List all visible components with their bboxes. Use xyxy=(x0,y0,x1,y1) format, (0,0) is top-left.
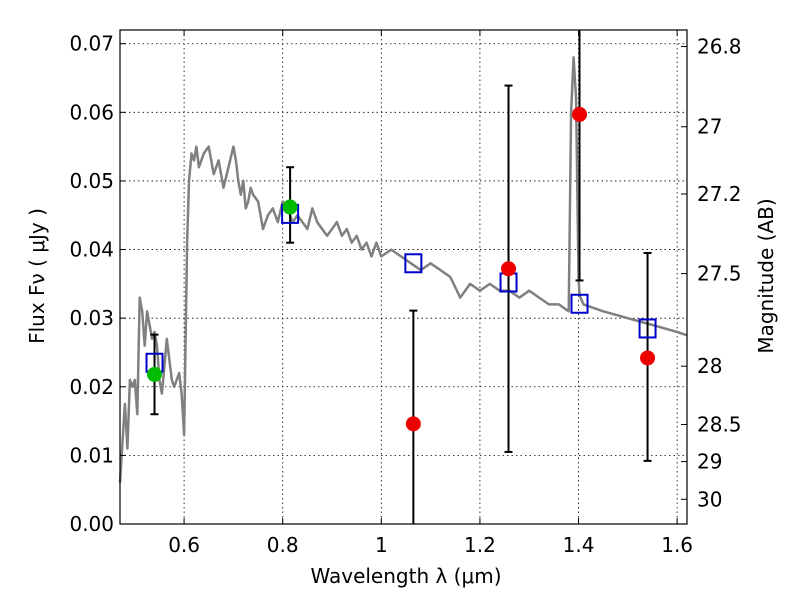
y-tick-label: 0.07 xyxy=(69,32,114,56)
model-spectrum-line xyxy=(118,56,688,483)
marker-layer xyxy=(145,106,657,432)
y-tick-label: 0.06 xyxy=(69,100,114,124)
model-photometry-square xyxy=(404,253,423,274)
plot-frame xyxy=(119,29,688,525)
observed-optical-point xyxy=(147,366,163,382)
y-tick-label: 0.04 xyxy=(69,238,114,262)
ticks xyxy=(120,30,687,525)
tick-labels: 0.6 0.8 1 1.2 1.4 1.6 0.00 0.01 0.02 0.03 0.04 0.05… xyxy=(69,32,741,557)
observed-nir-point xyxy=(572,106,588,122)
model-spectrum-layer xyxy=(118,56,688,483)
y-tick-label: 0.01 xyxy=(69,443,114,467)
x-tick-label: 1.2 xyxy=(464,533,496,557)
model-photometry-square xyxy=(570,293,589,314)
y2-axis-title: Magnitude (AB) xyxy=(754,198,778,353)
y2-tick-label: 26.8 xyxy=(697,34,742,58)
observed-optical-point xyxy=(282,199,298,215)
observed-nir-point xyxy=(501,261,517,277)
observed-nir-point xyxy=(640,350,656,366)
y2-tick-label: 29 xyxy=(697,450,722,474)
y2-tick-label: 27 xyxy=(697,115,722,139)
y-tick-label: 0.05 xyxy=(69,169,114,193)
y2-tick-label: 28 xyxy=(697,354,722,378)
y2-tick-label: 30 xyxy=(697,487,722,511)
x-tick-label: 0.8 xyxy=(267,533,299,557)
x-tick-label: 1 xyxy=(375,533,388,557)
model-photometry-square xyxy=(638,318,657,339)
x-axis-title: Wavelength λ (μm) xyxy=(310,564,501,588)
x-tick-label: 1.6 xyxy=(661,533,693,557)
y2-tick-label: 27.5 xyxy=(697,262,742,286)
y-tick-label: 0.03 xyxy=(69,306,114,330)
y2-tick-label: 28.5 xyxy=(697,413,742,437)
y-tick-label: 0.02 xyxy=(69,375,114,399)
y-tick-label: 0.00 xyxy=(69,512,114,536)
observed-nir-point xyxy=(405,416,421,432)
y-axis-title: Flux Fν ( μJy ) xyxy=(25,208,49,344)
x-tick-label: 1.4 xyxy=(563,533,595,557)
x-tick-label: 0.6 xyxy=(168,533,200,557)
y2-tick-label: 27.2 xyxy=(697,182,742,206)
